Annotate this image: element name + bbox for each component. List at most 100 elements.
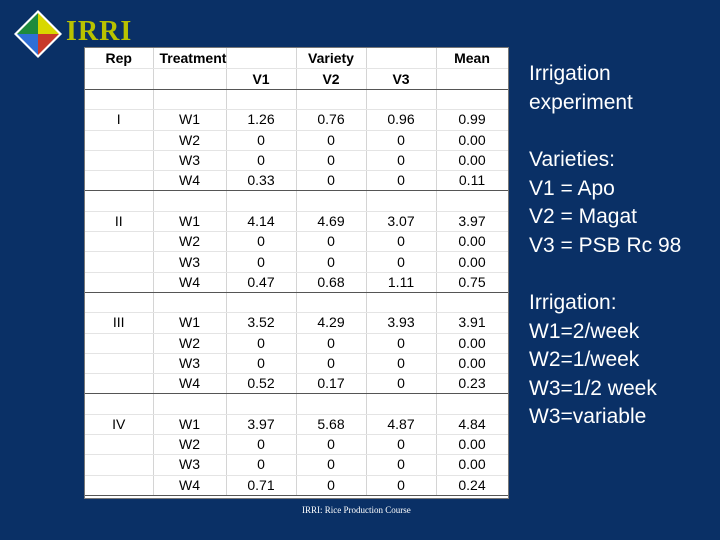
header-mean: Mean — [436, 48, 508, 69]
value-cell: 0 — [366, 231, 437, 253]
mean-cell: 0.00 — [436, 150, 508, 172]
header-rep: Rep — [85, 48, 154, 69]
value-cell: 1.26 — [226, 109, 297, 131]
rep-cell — [85, 353, 154, 375]
spacer-row — [85, 393, 508, 415]
rep-cell — [85, 272, 154, 293]
value-cell: 0 — [366, 373, 437, 395]
mean-cell: 0.11 — [436, 170, 508, 192]
value-cell: 0 — [226, 150, 297, 172]
variety-v2-note: V2 = Magat — [529, 205, 637, 228]
spacer-row — [85, 89, 508, 111]
value-cell: 0 — [296, 150, 367, 172]
mean-cell: 0.00 — [436, 333, 508, 354]
rep-cell: IV — [85, 414, 154, 436]
treatment-cell: W1 — [153, 414, 227, 436]
treatment-cell: W3 — [153, 251, 227, 273]
value-cell: 1.11 — [366, 272, 437, 293]
table-row: W3 0 0 0 0.00 — [85, 353, 508, 375]
mean-cell: 0.00 — [436, 130, 508, 151]
irri-logo: IRRI — [8, 6, 131, 66]
rep-cell — [85, 434, 154, 456]
value-cell: 0 — [226, 454, 297, 476]
table-row: W2 0 0 0 0.00 — [85, 231, 508, 253]
value-cell: 0 — [296, 353, 367, 375]
mean-cell: 0.99 — [436, 109, 508, 131]
logo-wordmark: IRRI — [66, 16, 133, 47]
value-cell: 5.68 — [296, 414, 367, 436]
rep-cell — [85, 130, 154, 151]
irrigation-w1-note: W1=2/week — [529, 319, 640, 343]
header-treatment: Treatment — [153, 48, 227, 69]
value-cell: 0 — [296, 434, 367, 456]
value-cell: 0 — [296, 251, 367, 273]
treatment-cell: W4 — [153, 373, 227, 395]
side-notes: Irrigation experiment Varieties: V1 = Ap… — [529, 60, 715, 432]
table-row: W4 0.47 0.68 1.11 0.75 — [85, 272, 508, 293]
spacer-row — [85, 292, 508, 314]
rep-cell: I — [85, 109, 154, 131]
value-cell: 0 — [226, 251, 297, 273]
mean-cell: 0.00 — [436, 231, 508, 253]
value-cell: 0.71 — [226, 475, 297, 496]
rep-cell — [85, 454, 154, 476]
treatment-cell: W3 — [153, 150, 227, 172]
rep-cell — [85, 251, 154, 273]
value-cell: 0.17 — [296, 373, 367, 395]
irrigation-w2-note: W2=1/week — [529, 348, 640, 371]
header-v3: V3 — [366, 68, 437, 90]
value-cell: 0 — [366, 251, 437, 273]
mean-cell: 0.23 — [436, 373, 508, 395]
mean-cell: 0.00 — [436, 251, 508, 273]
table-row: II W1 4.14 4.69 3.07 3.97 — [85, 211, 508, 233]
treatment-cell: W1 — [153, 109, 227, 131]
value-cell: 0.52 — [226, 373, 297, 395]
value-cell: 4.29 — [296, 312, 367, 334]
value-cell: 0 — [296, 170, 367, 192]
variety-v3-note: V3 = PSB Rc 98 — [529, 233, 682, 257]
value-cell: 0.68 — [296, 272, 367, 293]
header-v1: V1 — [226, 68, 297, 90]
title-line-1: Irrigation — [529, 62, 611, 85]
mean-cell: 0.75 — [436, 272, 508, 293]
treatment-cell: W1 — [153, 312, 227, 334]
table-row: W2 0 0 0 0.00 — [85, 434, 508, 456]
mean-cell: 0.00 — [436, 434, 508, 456]
value-cell: 4.87 — [366, 414, 437, 436]
value-cell: 0 — [296, 333, 367, 354]
mean-cell: 3.91 — [436, 312, 508, 334]
table-row: W4 0.71 0 0 0.24 — [85, 475, 508, 496]
treatment-cell: W1 — [153, 211, 227, 233]
rep-cell — [85, 373, 154, 395]
irrigation-w3-note: W3=1/2 week — [529, 376, 657, 400]
table-row: I W1 1.26 0.76 0.96 0.99 — [85, 109, 508, 131]
value-cell: 0 — [296, 231, 367, 253]
rep-cell — [85, 170, 154, 192]
table-row: W4 0.33 0 0 0.11 — [85, 170, 508, 192]
value-cell: 3.97 — [226, 414, 297, 436]
value-cell: 0 — [226, 434, 297, 456]
irrigation-heading: Irrigation: — [529, 291, 617, 314]
header-variety: Variety — [296, 48, 367, 69]
rep-cell — [85, 333, 154, 354]
value-cell: 0 — [296, 475, 367, 496]
value-cell: 0 — [226, 353, 297, 375]
value-cell: 0 — [366, 454, 437, 476]
table-row: W2 0 0 0 0.00 — [85, 333, 508, 354]
treatment-cell: W2 — [153, 434, 227, 456]
value-cell: 3.93 — [366, 312, 437, 334]
varieties-heading: Varieties: — [529, 148, 615, 171]
value-cell: 0 — [366, 475, 437, 496]
title-line-2: experiment — [529, 90, 633, 114]
treatment-cell: W4 — [153, 272, 227, 293]
value-cell: 0 — [366, 333, 437, 354]
value-cell: 0 — [296, 454, 367, 476]
value-cell: 0 — [366, 170, 437, 192]
treatment-cell: W2 — [153, 333, 227, 354]
treatment-cell: W2 — [153, 130, 227, 151]
treatment-cell: W2 — [153, 231, 227, 253]
rep-cell: II — [85, 211, 154, 233]
data-table-sheet: Rep Treatment Variety Mean V1 V2 V3 I W1 1… — [84, 47, 509, 499]
mean-cell: 3.97 — [436, 211, 508, 233]
header-v2: V2 — [296, 68, 367, 90]
